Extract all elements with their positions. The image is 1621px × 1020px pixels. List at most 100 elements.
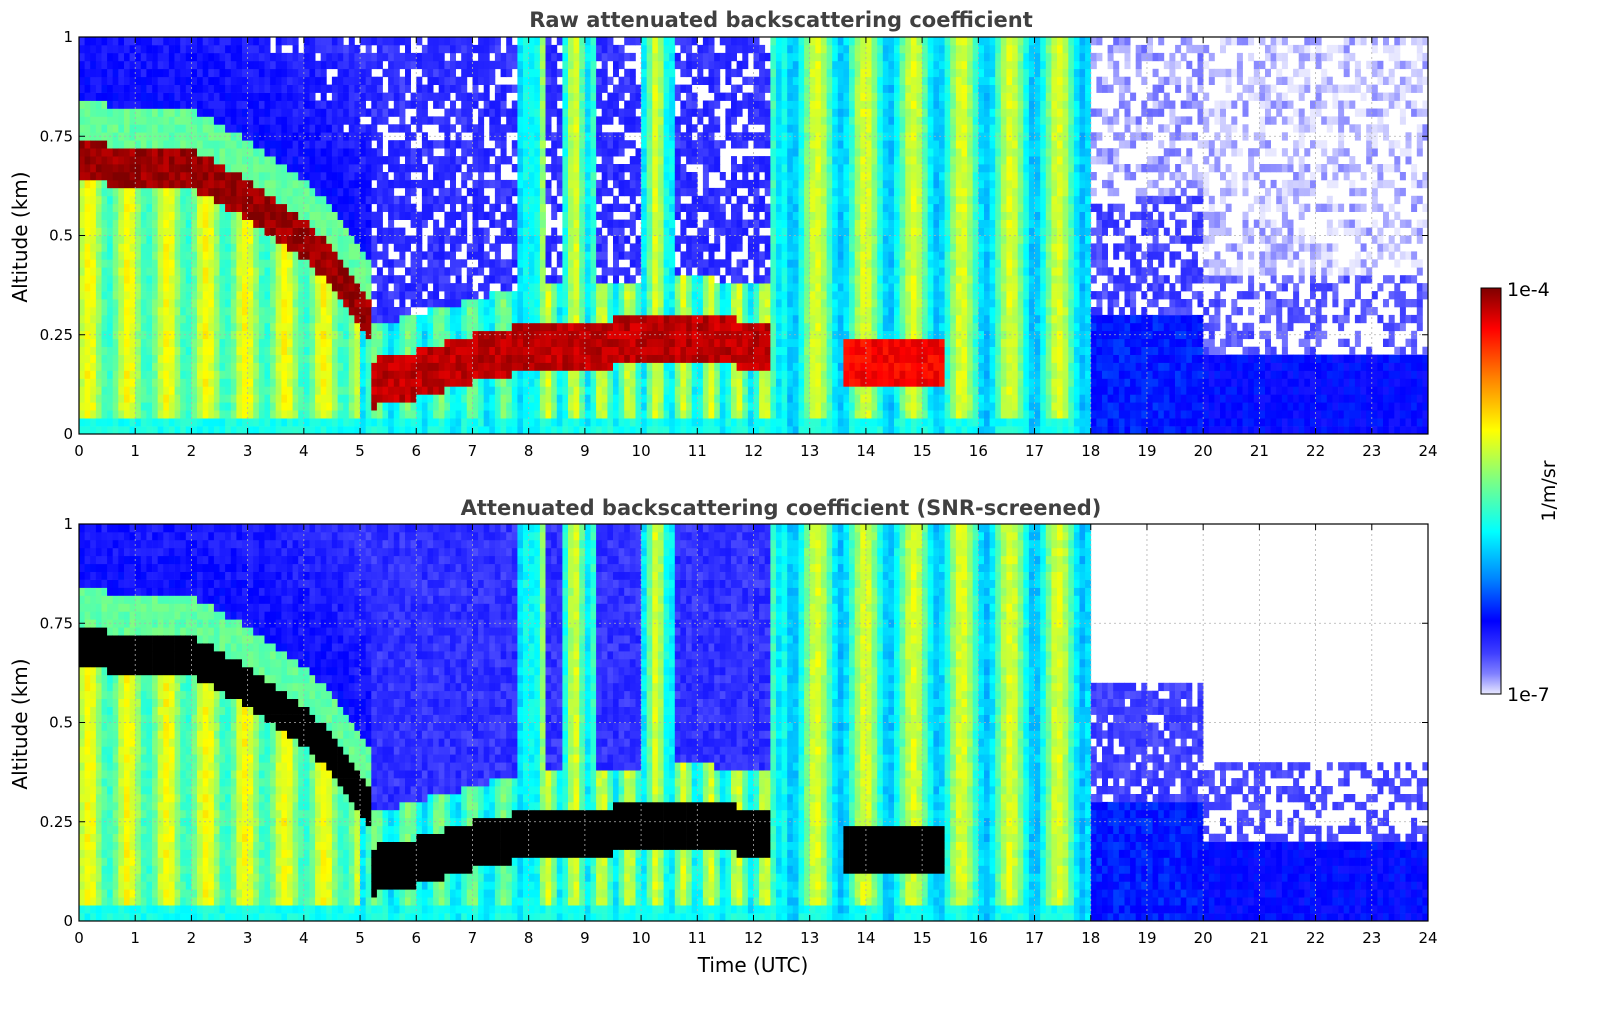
heatmap-cell <box>168 299 175 308</box>
heatmap-cell <box>292 100 299 109</box>
heatmap-cell <box>629 211 636 220</box>
heatmap-cell <box>596 370 603 379</box>
heatmap-cell <box>494 195 501 205</box>
heatmap-cell <box>601 314 608 324</box>
heatmap-cell <box>528 307 535 316</box>
heatmap-cell <box>466 68 473 78</box>
heatmap-cell <box>399 108 406 117</box>
heatmap-cell <box>95 227 102 236</box>
heatmap-cell <box>90 44 97 54</box>
heatmap-cell <box>79 307 85 316</box>
heatmap-cell <box>613 108 619 117</box>
heatmap-cell <box>107 37 114 46</box>
heatmap-cell <box>292 164 299 173</box>
heatmap-cell <box>438 84 445 93</box>
heatmap-cell <box>635 418 642 427</box>
heatmap-cell <box>146 299 153 308</box>
heatmap-cell <box>388 164 395 173</box>
heatmap-cell <box>618 283 625 292</box>
heatmap-cell <box>427 378 434 387</box>
heatmap-cell <box>337 156 344 165</box>
heatmap-cell <box>635 354 642 363</box>
heatmap-cell <box>371 370 378 379</box>
heatmap-cell <box>309 124 316 133</box>
heatmap-cell <box>281 37 288 46</box>
heatmap-cell <box>168 251 175 260</box>
heatmap-cell <box>157 68 164 78</box>
heatmap-cell <box>545 386 552 395</box>
heatmap-cell <box>348 378 355 387</box>
heatmap-cell <box>551 267 558 276</box>
heatmap-cell <box>433 68 440 78</box>
heatmap-cell <box>90 124 97 133</box>
heatmap-cell <box>450 251 456 260</box>
heatmap-cell <box>657 108 664 117</box>
heatmap-cell <box>483 394 490 403</box>
heatmap-cell <box>472 164 479 173</box>
heatmap-cell <box>135 346 142 355</box>
heatmap-cell <box>331 60 338 70</box>
heatmap-cell <box>382 394 389 403</box>
heatmap-cell <box>275 259 282 268</box>
heatmap-cell <box>388 307 395 316</box>
heatmap-cell <box>146 148 153 157</box>
heatmap-cell <box>197 386 203 395</box>
heatmap-cell <box>584 37 591 46</box>
heatmap-cell <box>376 92 383 101</box>
heatmap-cell <box>534 346 541 355</box>
heatmap-cell <box>450 378 456 387</box>
heatmap-cell <box>320 330 327 340</box>
heatmap-cell <box>450 299 456 308</box>
heatmap-cell <box>461 426 468 435</box>
heatmap-cell <box>455 235 462 244</box>
heatmap-cell <box>562 235 569 244</box>
heatmap-cell <box>365 291 372 300</box>
heatmap-cell <box>112 156 119 165</box>
heatmap-cell <box>568 37 574 46</box>
heatmap-cell <box>281 164 288 173</box>
heatmap-cell <box>596 187 603 197</box>
heatmap-cell <box>360 259 366 268</box>
heatmap-cell <box>107 354 114 363</box>
heatmap-cell <box>202 354 209 363</box>
heatmap-cell <box>444 283 451 292</box>
heatmap-cell <box>225 172 232 181</box>
heatmap-cell <box>180 314 187 324</box>
heatmap-cell <box>433 338 440 347</box>
heatmap-cell <box>590 108 597 117</box>
heatmap-cell <box>613 322 619 332</box>
heatmap-cell <box>601 283 608 292</box>
heatmap-cell <box>416 108 423 117</box>
heatmap-cell <box>309 156 316 165</box>
heatmap-cell <box>236 402 243 411</box>
heatmap-cell <box>365 52 372 62</box>
heatmap-cell <box>112 116 119 125</box>
heatmap-cell <box>517 314 524 324</box>
heatmap-cell <box>573 394 580 403</box>
heatmap-cell <box>287 156 293 165</box>
heatmap-cell <box>663 267 670 276</box>
heatmap-cell <box>607 386 614 395</box>
heatmap-cell <box>281 378 288 387</box>
heatmap-cell <box>157 84 164 93</box>
heatmap-cell <box>652 402 659 411</box>
heatmap-cell <box>118 235 125 244</box>
heatmap-cell <box>281 187 288 197</box>
heatmap-cell <box>315 156 322 165</box>
heatmap-cell <box>264 299 271 308</box>
heatmap-cell <box>500 52 507 62</box>
heatmap-cell <box>433 76 440 85</box>
heatmap-cell <box>326 164 333 173</box>
heatmap-cell <box>174 92 181 101</box>
heatmap-cell <box>607 378 614 387</box>
heatmap-cell <box>337 211 344 220</box>
heatmap-cell <box>208 346 215 355</box>
heatmap-cell <box>472 243 479 252</box>
heatmap-cell <box>376 60 383 70</box>
heatmap-cell <box>303 92 310 101</box>
heatmap-cell <box>663 108 670 117</box>
heatmap-cell <box>562 92 569 101</box>
heatmap-cell <box>472 124 479 133</box>
heatmap-cell <box>562 108 569 117</box>
heatmap-cell <box>601 235 608 244</box>
